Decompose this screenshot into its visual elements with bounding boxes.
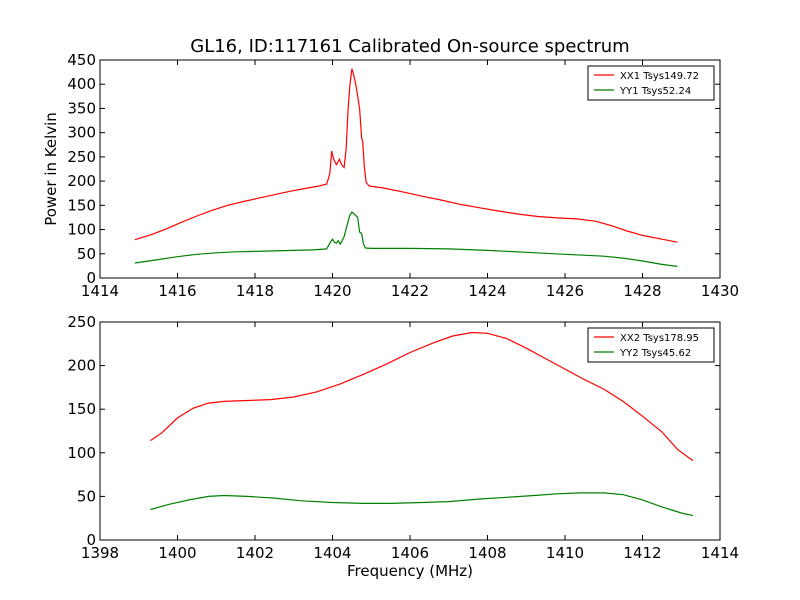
x-tick-label: 1404 [313, 544, 351, 562]
y-tick-label: 200 [67, 172, 96, 190]
y-tick-label: 250 [67, 313, 96, 331]
legend-label: XX1 Tsys149.72 [620, 71, 699, 82]
y-tick-label: 350 [67, 99, 96, 117]
legend-label: XX2 Tsys178.95 [620, 333, 699, 344]
legend: XX2 Tsys178.95 YY2 Tsys45.62 [587, 327, 715, 363]
legend-box [587, 327, 715, 363]
x-tick-label: 1398 [81, 544, 119, 562]
x-tick-label: 1406 [391, 544, 429, 562]
y-tick-label: 50 [77, 245, 96, 263]
bottom-panel: 1398 1400 1402 1404 1406 1408 1410 1412 1414 0 50 1… [67, 313, 739, 580]
series-line-red [134, 68, 678, 243]
y-axis-label: Power in Kelvin [42, 112, 60, 226]
figure-title: GL16, ID:117161 Calibrated On-source spe… [190, 36, 629, 57]
x-axis-label: Frequency (MHz) [347, 562, 473, 580]
series-line-green [150, 492, 694, 517]
x-tick-label: 1420 [313, 282, 351, 300]
x-tick-label: 1400 [158, 544, 196, 562]
x-tick-label: 1414 [81, 282, 119, 300]
y-tick-label: 150 [67, 400, 96, 418]
x-tick-label: 1428 [623, 282, 661, 300]
y-tick-label: 450 [67, 51, 96, 69]
y-tick-label: 250 [67, 148, 96, 166]
x-tick-label: 1430 [701, 282, 739, 300]
x-tick-label: 1422 [391, 282, 429, 300]
x-tick-label: 1414 [701, 544, 739, 562]
y-tick-label: 300 [67, 124, 96, 142]
y-tick-label: 100 [67, 221, 96, 239]
y-tick-label: 400 [67, 75, 96, 93]
y-tick-label: 100 [67, 444, 96, 462]
top-panel: 1414 1416 1418 1420 1422 1424 1426 1428 1430 0 50 1… [42, 51, 739, 300]
series-line-green [134, 211, 678, 267]
y-tick-label: 0 [86, 269, 96, 287]
legend-box [587, 65, 715, 101]
legend-label: YY2 Tsys45.62 [619, 348, 691, 359]
x-tick-label: 1410 [546, 544, 584, 562]
x-tick-label: 1408 [468, 544, 506, 562]
legend: XX1 Tsys149.72 YY1 Tsys52.24 [587, 65, 715, 101]
y-tick-label: 50 [77, 487, 96, 505]
x-tick-label: 1416 [158, 282, 196, 300]
series-line-red [150, 331, 694, 462]
y-tick-label: 0 [86, 531, 96, 549]
legend-label: YY1 Tsys52.24 [619, 86, 691, 97]
y-tick-label: 150 [67, 196, 96, 214]
x-tick-label: 1402 [236, 544, 274, 562]
x-tick-label: 1418 [236, 282, 274, 300]
x-tick-label: 1424 [468, 282, 506, 300]
x-tick-label: 1426 [546, 282, 584, 300]
x-tick-label: 1412 [623, 544, 661, 562]
y-tick-label: 200 [67, 357, 96, 375]
